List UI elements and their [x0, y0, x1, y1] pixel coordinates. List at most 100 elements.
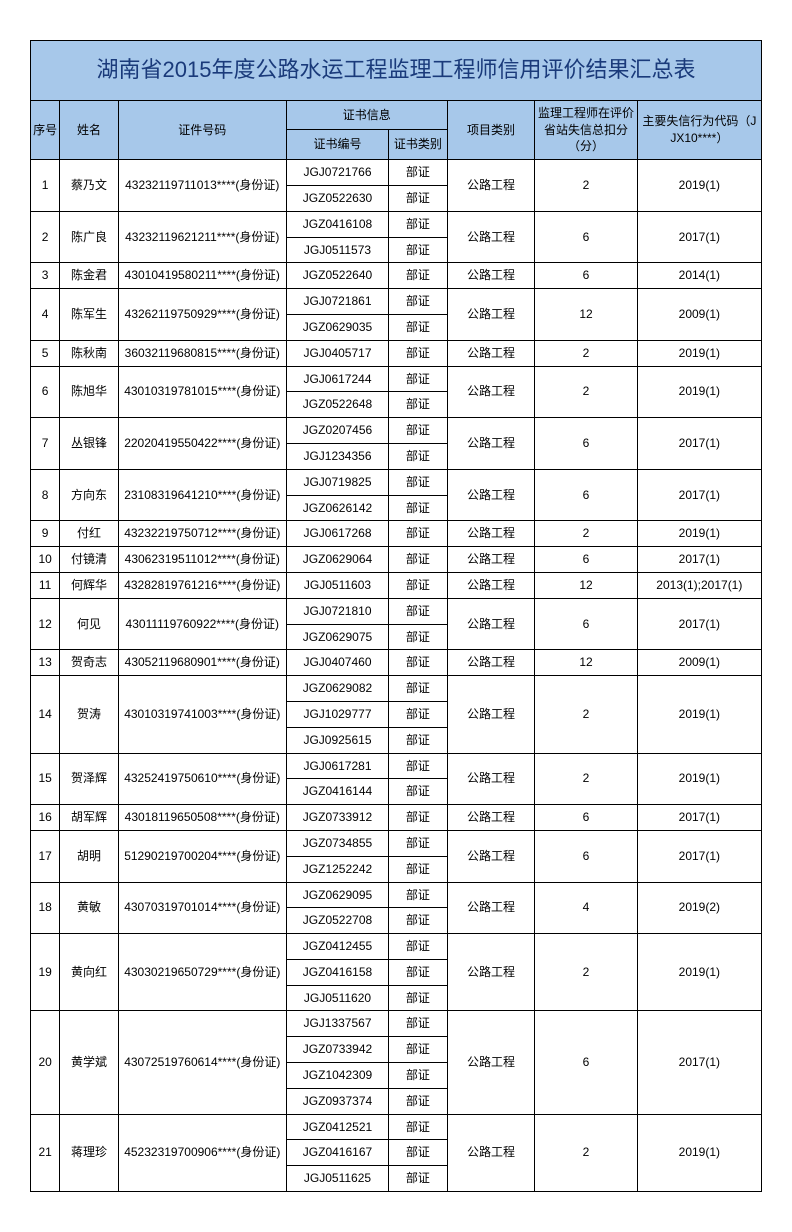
cell-name: 贺奇志: [60, 650, 118, 676]
cell-name: 陈旭华: [60, 366, 118, 418]
cell-certtype: 部证: [389, 650, 447, 676]
cell-seq: 8: [31, 469, 60, 521]
cell-name: 黄向红: [60, 934, 118, 1011]
cell-certno: JGZ1252242: [286, 856, 388, 882]
cell-score: 2: [535, 753, 637, 805]
cell-certtype: 部证: [389, 366, 447, 392]
cell-seq: 18: [31, 882, 60, 934]
cell-certtype: 部证: [389, 1088, 447, 1114]
cell-name: 何辉华: [60, 572, 118, 598]
cell-id: 45232319700906****(身份证): [118, 1114, 286, 1191]
table-row: 4陈军生43262119750929****(身份证)JGJ0721861部证公…: [31, 289, 762, 315]
cell-certtype: 部证: [389, 314, 447, 340]
cell-seq: 7: [31, 418, 60, 470]
cell-code: 2017(1): [637, 805, 761, 831]
cell-id: 43010319741003****(身份证): [118, 676, 286, 753]
cell-certno: JGJ0721810: [286, 598, 388, 624]
cell-id: 51290219700204****(身份证): [118, 830, 286, 882]
cell-seq: 5: [31, 340, 60, 366]
cell-score: 6: [535, 547, 637, 573]
cell-name: 胡军辉: [60, 805, 118, 831]
table-row: 19黄向红43030219650729****(身份证)JGZ0412455部证…: [31, 934, 762, 960]
cell-project: 公路工程: [447, 830, 535, 882]
cell-id: 43232119621211****(身份证): [118, 211, 286, 263]
cell-id: 43232119711013****(身份证): [118, 160, 286, 212]
cell-seq: 4: [31, 289, 60, 341]
cell-code: 2019(1): [637, 934, 761, 1011]
cell-code: 2017(1): [637, 547, 761, 573]
cell-certtype: 部证: [389, 443, 447, 469]
table-row: 10付镜清43062319511012****(身份证)JGZ0629064部证…: [31, 547, 762, 573]
cell-code: 2017(1): [637, 469, 761, 521]
cell-certtype: 部证: [389, 624, 447, 650]
cell-score: 2: [535, 366, 637, 418]
table-row: 21蒋理珍45232319700906****(身份证)JGZ0412521部证…: [31, 1114, 762, 1140]
cell-code: 2019(2): [637, 882, 761, 934]
cell-seq: 12: [31, 598, 60, 650]
table-row: 7丛银锋22020419550422****(身份证)JGZ0207456部证公…: [31, 418, 762, 444]
cell-certtype: 部证: [389, 160, 447, 186]
cell-name: 贺泽辉: [60, 753, 118, 805]
cell-project: 公路工程: [447, 882, 535, 934]
table-row: 16胡军辉43018119650508****(身份证)JGZ0733912部证…: [31, 805, 762, 831]
cell-certno: JGJ1337567: [286, 1011, 388, 1037]
cell-certno: JGJ1234356: [286, 443, 388, 469]
cell-name: 付镜清: [60, 547, 118, 573]
cell-certtype: 部证: [389, 805, 447, 831]
cell-seq: 20: [31, 1011, 60, 1114]
cell-certno: JGJ0405717: [286, 340, 388, 366]
cell-certno: JGJ0617244: [286, 366, 388, 392]
cell-certtype: 部证: [389, 1140, 447, 1166]
cell-certtype: 部证: [389, 572, 447, 598]
cell-name: 付红: [60, 521, 118, 547]
cell-score: 6: [535, 598, 637, 650]
cell-project: 公路工程: [447, 418, 535, 470]
cell-score: 12: [535, 650, 637, 676]
cell-id: 43062319511012****(身份证): [118, 547, 286, 573]
table-row: 11何辉华43282819761216****(身份证)JGJ0511603部证…: [31, 572, 762, 598]
cell-seq: 16: [31, 805, 60, 831]
cell-id: 43010319781015****(身份证): [118, 366, 286, 418]
cell-project: 公路工程: [447, 160, 535, 212]
cell-project: 公路工程: [447, 598, 535, 650]
cell-certno: JGZ0207456: [286, 418, 388, 444]
cell-name: 陈秋南: [60, 340, 118, 366]
cell-certtype: 部证: [389, 1011, 447, 1037]
cell-name: 方向东: [60, 469, 118, 521]
cell-certtype: 部证: [389, 1114, 447, 1140]
cell-certtype: 部证: [389, 727, 447, 753]
cell-certtype: 部证: [389, 908, 447, 934]
cell-certno: JGZ0733942: [286, 1037, 388, 1063]
cell-certno: JGZ0629075: [286, 624, 388, 650]
cell-score: 12: [535, 289, 637, 341]
table-title: 湖南省2015年度公路水运工程监理工程师信用评价结果汇总表: [31, 41, 762, 101]
cell-seq: 17: [31, 830, 60, 882]
cell-certtype: 部证: [389, 856, 447, 882]
cell-code: 2017(1): [637, 1011, 761, 1114]
table-row: 17胡明51290219700204****(身份证)JGZ0734855部证公…: [31, 830, 762, 856]
table-row: 20黄学斌43072519760614****(身份证)JGJ1337567部证…: [31, 1011, 762, 1037]
cell-project: 公路工程: [447, 340, 535, 366]
cell-seq: 14: [31, 676, 60, 753]
col-certno: 证书编号: [286, 130, 388, 160]
cell-name: 陈军生: [60, 289, 118, 341]
cell-name: 丛银锋: [60, 418, 118, 470]
cell-certno: JGZ0522630: [286, 185, 388, 211]
cell-seq: 21: [31, 1114, 60, 1191]
cell-id: 43018119650508****(身份证): [118, 805, 286, 831]
cell-code: 2019(1): [637, 366, 761, 418]
cell-certno: JGZ0522648: [286, 392, 388, 418]
cell-certtype: 部证: [389, 418, 447, 444]
cell-certtype: 部证: [389, 289, 447, 315]
cell-name: 蒋理珍: [60, 1114, 118, 1191]
cell-score: 6: [535, 418, 637, 470]
cell-project: 公路工程: [447, 650, 535, 676]
table-row: 1蔡乃文43232119711013****(身份证)JGJ0721766部证公…: [31, 160, 762, 186]
cell-code: 2019(1): [637, 521, 761, 547]
cell-score: 6: [535, 805, 637, 831]
cell-certno: JGZ0416108: [286, 211, 388, 237]
cell-certno: JGJ0511620: [286, 985, 388, 1011]
cell-name: 贺涛: [60, 676, 118, 753]
cell-id: 43252419750610****(身份证): [118, 753, 286, 805]
cell-certtype: 部证: [389, 392, 447, 418]
